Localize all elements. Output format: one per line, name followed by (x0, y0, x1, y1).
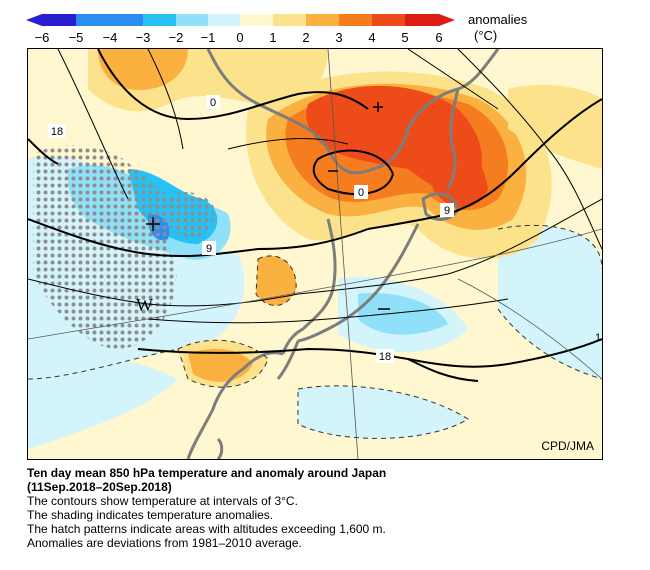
caption-line: Anomalies are deviations from 1981–2010 … (27, 536, 302, 550)
anomaly-colorbar: −6 −5 −4 −3 −2 −1 0 1 2 3 4 5 6 anomalie… (26, 12, 528, 45)
contour-thin-2 (147, 49, 184, 150)
anomaly-contours (28, 224, 602, 439)
anomaly-contour (297, 385, 469, 439)
contour-label: 9 (444, 205, 450, 217)
colorbar-seg-m4-m3 (110, 14, 143, 26)
contour-9-east (367, 98, 602, 230)
contour-label: 0 (210, 97, 216, 109)
contour-0-north (97, 49, 369, 121)
colorbar-tick: 1 (269, 30, 276, 45)
caption-line: The shading indicates temperature anomal… (27, 508, 274, 522)
anomaly-contour (28, 348, 179, 380)
anomaly-contour (177, 339, 269, 388)
colorbar-title: anomalies (468, 12, 528, 27)
colorbar-seg-m1-0 (208, 14, 240, 26)
high-terrain-hatch-east (163, 192, 215, 239)
colorbar-seg-m5-m4 (76, 14, 110, 26)
colorbar-tick: 2 (302, 30, 309, 45)
center-markers (146, 102, 390, 310)
contour-18-south-2 (407, 358, 479, 382)
colorbar-tick: 6 (435, 30, 442, 45)
contour-label: 9 (206, 243, 212, 255)
caption-period: (11Sep.2018–20Sep.2018) (27, 480, 172, 494)
shade-cool-sw (28, 349, 178, 449)
colorbar-tick: 0 (236, 30, 243, 45)
temperature-contours (28, 49, 602, 382)
colorbar-seg-1-2 (273, 14, 306, 26)
contour-9-west (28, 218, 369, 258)
contour-0-lowring (312, 149, 395, 195)
shade-cool-south (298, 385, 468, 439)
anomaly-contour (255, 255, 297, 306)
contour-labels: 0 18 9 0 9 18 1 (48, 95, 601, 363)
coast-taiwan (216, 437, 224, 459)
high-terrain-hatch (33, 144, 178, 349)
colorbar-seg-5-6 (405, 14, 439, 26)
anomaly-map: 0 18 9 0 9 18 1 W CPD/JMA (27, 48, 603, 460)
credit-label: CPD/JMA (541, 439, 594, 453)
colorbar-seg-m6-m5 (42, 14, 76, 26)
contour-thin-9 (407, 49, 499, 110)
shade-cool-east-inner (358, 293, 448, 335)
colorbar-tick: 3 (335, 30, 342, 45)
colorbar-tick: −4 (103, 30, 118, 45)
colorbar-seg-2-3 (306, 14, 339, 26)
contour-thin-8 (547, 148, 602, 250)
contour-thin-4 (28, 278, 299, 307)
coast-honshu (297, 223, 420, 343)
contour-label: 0 (358, 187, 364, 199)
figure-caption: Ten day mean 850 hPa temperature and ano… (27, 466, 627, 550)
colorbar-tick: −6 (35, 30, 50, 45)
caption-line: The contours show temperature at interva… (27, 494, 298, 508)
coast-china (186, 351, 284, 459)
contour-thin-7 (457, 49, 549, 150)
contour-thin-6 (147, 298, 509, 324)
colorbar-seg-ge-6 (439, 14, 455, 26)
contour-label: 18 (379, 351, 391, 363)
contour-label: 1 (595, 332, 601, 344)
colorbar-ticklabels: −6 −5 −4 −3 −2 −1 0 1 2 3 4 5 6 (35, 30, 443, 45)
colorbar-unit: (°C) (474, 28, 497, 43)
colorbar-seg-le-m6 (26, 14, 42, 26)
shade-orange-north (98, 49, 188, 90)
contour-18-south (137, 338, 602, 368)
colorbar-seg-m3-m2 (143, 14, 176, 26)
contour-18-west (28, 138, 59, 165)
caption-title: Ten day mean 850 hPa temperature and ano… (27, 466, 387, 480)
colorbar-seg-0-1 (240, 14, 273, 26)
colorbar-tick: 5 (401, 30, 408, 45)
coastlines (186, 49, 500, 459)
colorbar-tick: −1 (201, 30, 216, 45)
shade-warm-tr-east (508, 84, 602, 169)
colorbar-seg-3-4 (339, 14, 372, 26)
colorbar-tick: 4 (368, 30, 375, 45)
coast-sakhalin (446, 88, 460, 190)
contour-thin-5 (297, 198, 602, 295)
high-terrain-label: W (136, 295, 153, 315)
colorbar-tick: −3 (136, 30, 151, 45)
colorbar-segments (26, 14, 455, 26)
contour-label: 18 (51, 126, 63, 138)
shade-cool-se (498, 225, 602, 379)
colorbar-tick: −5 (69, 30, 84, 45)
graticule (28, 49, 602, 459)
contour-thin-1 (57, 49, 129, 200)
shade-warm-korea (256, 255, 297, 306)
coast-kyushu (276, 340, 300, 380)
coast-korea (281, 218, 337, 355)
colorbar-seg-4-5 (372, 14, 405, 26)
colorbar-tick: −2 (169, 30, 184, 45)
colorbar-seg-m2-m1 (176, 14, 208, 26)
caption-line: The hatch patterns indicate areas with a… (27, 522, 386, 536)
